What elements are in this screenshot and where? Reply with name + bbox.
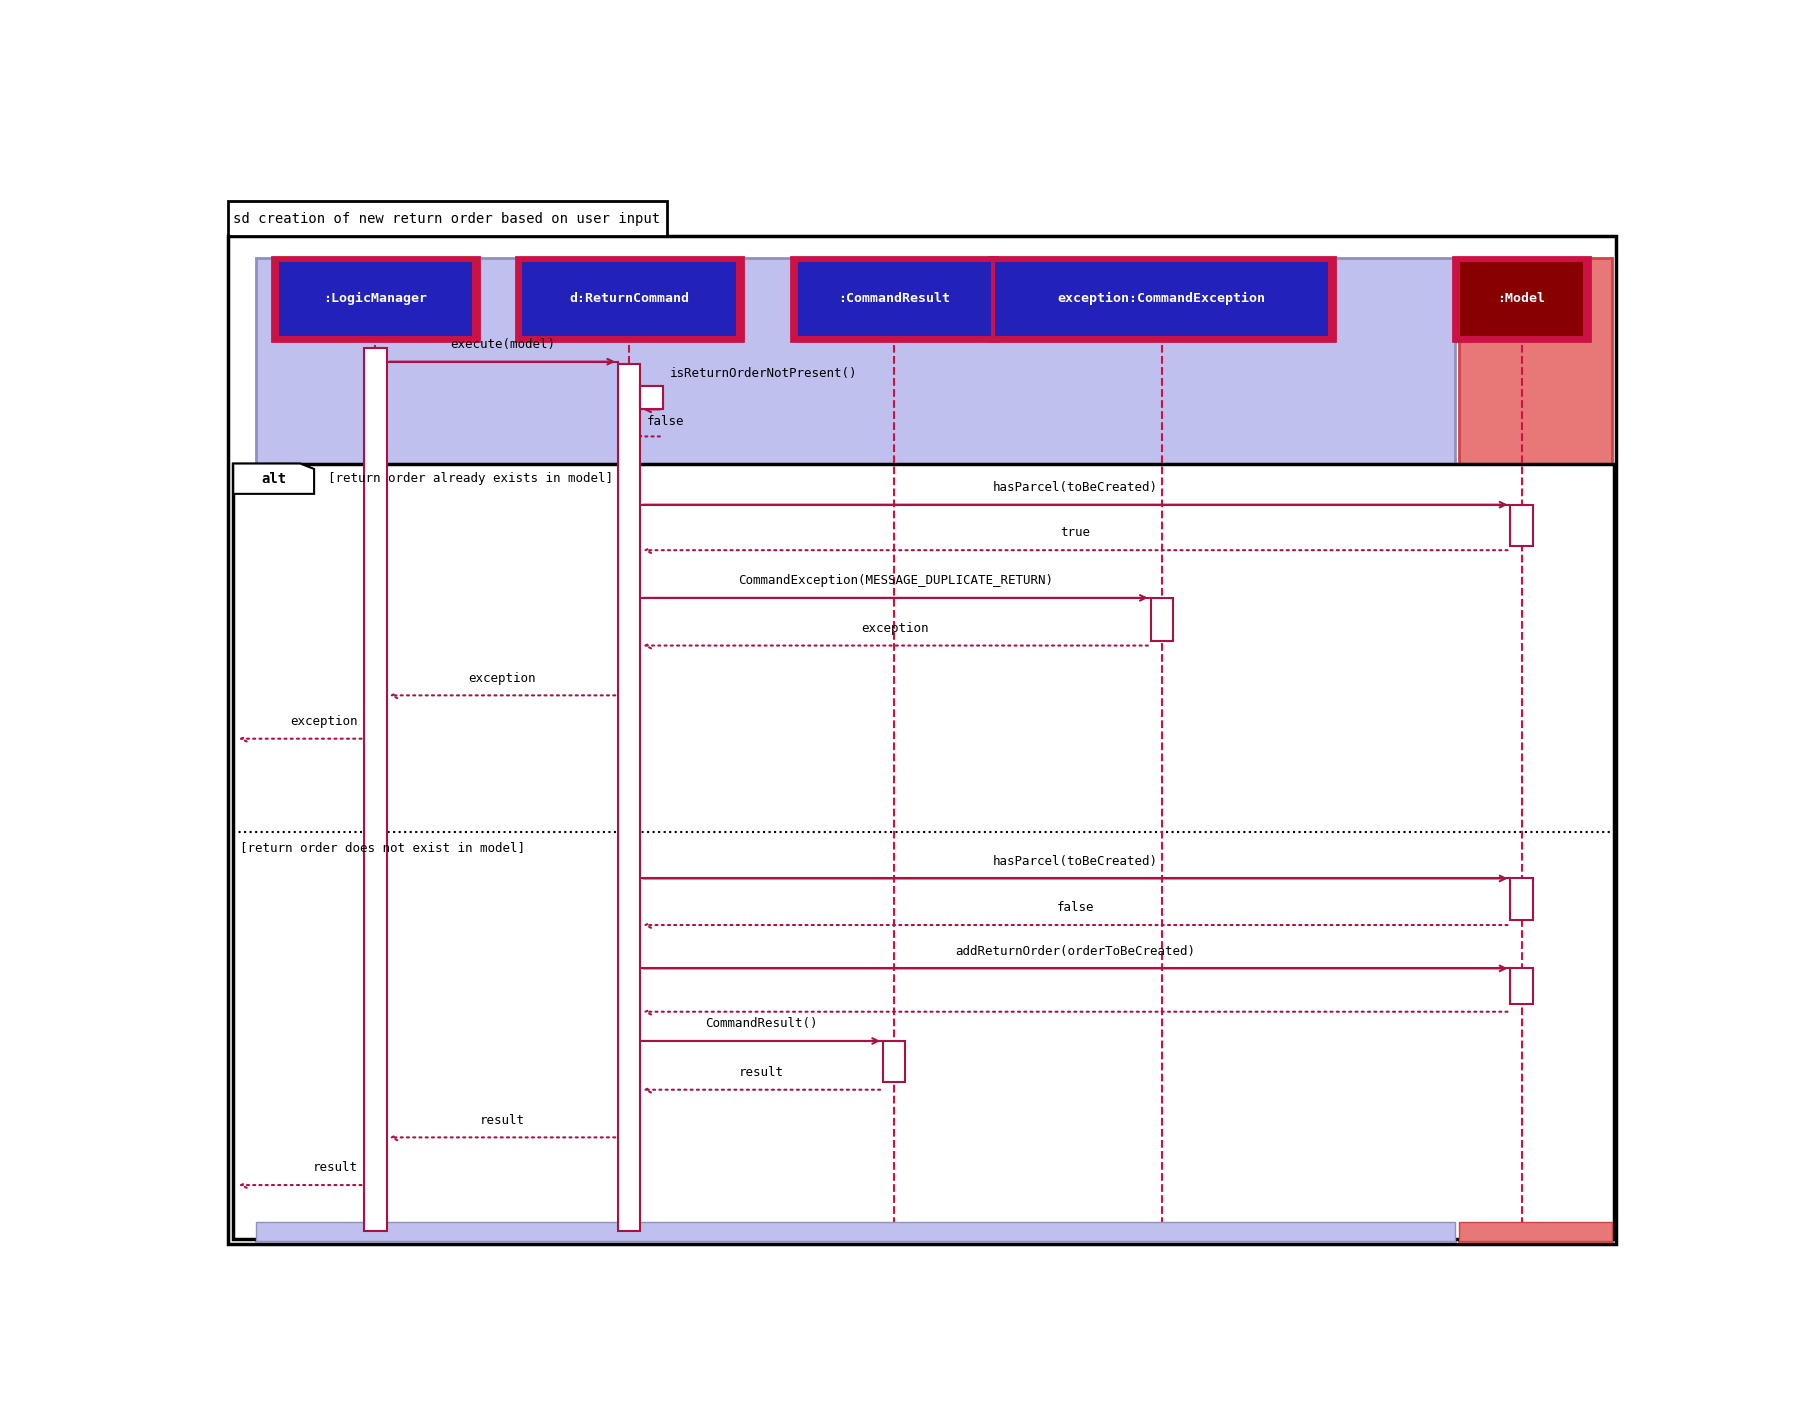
Text: hasParcel(toBeCreated): hasParcel(toBeCreated): [992, 854, 1158, 868]
Bar: [1458, 260, 1584, 336]
Text: result: result: [739, 1067, 784, 1079]
Bar: [797, 260, 991, 336]
Bar: [1510, 878, 1532, 920]
Text: result: result: [313, 1161, 358, 1175]
Bar: [640, 386, 662, 409]
Bar: [1458, 257, 1611, 1241]
FancyBboxPatch shape: [228, 201, 667, 236]
Bar: [1453, 256, 1589, 340]
Text: isReturnOrderNotPresent(): isReturnOrderNotPresent(): [669, 367, 856, 380]
Text: CommandException(MESSAGE_DUPLICATE_RETURN): CommandException(MESSAGE_DUPLICATE_RETUR…: [737, 574, 1052, 587]
Text: CommandResult(): CommandResult(): [705, 1017, 818, 1030]
Text: :CommandResult: :CommandResult: [838, 293, 949, 305]
Bar: [234, 463, 1613, 1240]
Text: result: result: [480, 1113, 525, 1127]
Bar: [521, 260, 737, 336]
Bar: [619, 364, 640, 1231]
Bar: [277, 260, 473, 336]
Bar: [791, 256, 996, 340]
Text: [return order does not exist in model]: [return order does not exist in model]: [241, 840, 525, 854]
Text: Logic: Logic: [885, 274, 944, 294]
Text: addReturnOrder(orderToBeCreated): addReturnOrder(orderToBeCreated): [955, 944, 1194, 958]
Text: false: false: [647, 415, 685, 428]
Bar: [363, 348, 387, 1231]
PathPatch shape: [234, 463, 315, 494]
Text: sd creation of new return order based on user input: sd creation of new return order based on…: [234, 211, 660, 225]
Bar: [989, 256, 1334, 340]
Text: exception: exception: [861, 622, 930, 635]
Text: execute(model): execute(model): [450, 338, 554, 350]
Bar: [1510, 505, 1532, 546]
Text: :LogicManager: :LogicManager: [324, 293, 428, 305]
Text: Model: Model: [1505, 274, 1564, 293]
Text: :Model: :Model: [1496, 293, 1544, 305]
Text: exception: exception: [467, 671, 536, 685]
Bar: [255, 257, 1455, 1241]
Bar: [1151, 598, 1172, 642]
Text: false: false: [1055, 902, 1093, 915]
Bar: [255, 1221, 1455, 1241]
Bar: [271, 256, 478, 340]
Text: exception: exception: [289, 715, 358, 727]
Text: alt: alt: [261, 471, 286, 485]
Bar: [1458, 1221, 1611, 1241]
Bar: [1510, 968, 1532, 1005]
Text: [return order already exists in model]: [return order already exists in model]: [327, 473, 613, 485]
Text: hasParcel(toBeCreated): hasParcel(toBeCreated): [992, 481, 1158, 494]
Text: d:ReturnCommand: d:ReturnCommand: [568, 293, 689, 305]
Bar: [516, 256, 743, 340]
Text: true: true: [1059, 526, 1090, 539]
Bar: [994, 260, 1329, 336]
Text: exception:CommandException: exception:CommandException: [1057, 293, 1266, 305]
Bar: [883, 1041, 904, 1082]
